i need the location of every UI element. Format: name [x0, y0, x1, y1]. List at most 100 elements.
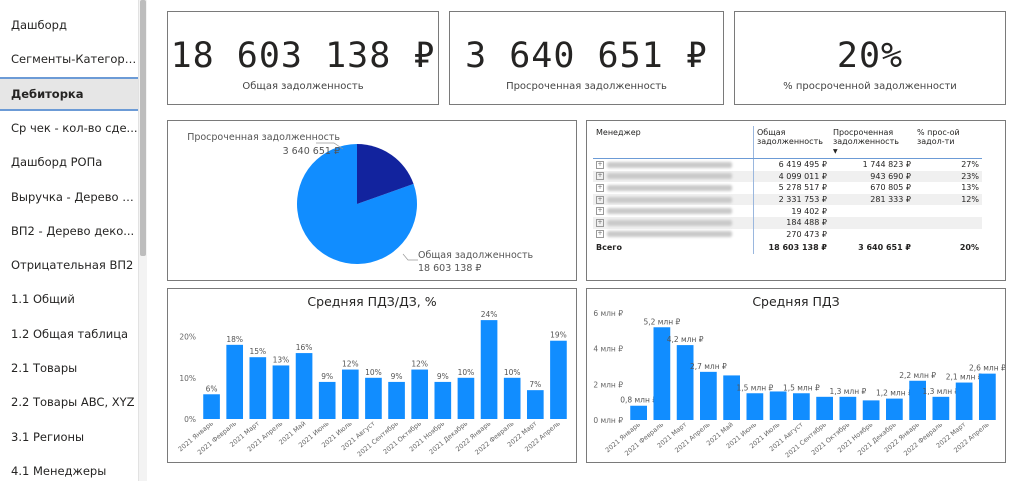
redacted-name	[607, 161, 732, 168]
col-header-manager[interactable]: Менеджер	[593, 126, 754, 159]
table-row[interactable]: +184 488 ₽	[593, 216, 982, 229]
bar[interactable]	[955, 382, 973, 420]
bar[interactable]	[457, 377, 475, 419]
bar-data-label: 9%	[391, 372, 403, 381]
redacted-name	[607, 208, 732, 215]
bar[interactable]	[839, 396, 857, 420]
bar[interactable]	[550, 340, 567, 419]
bar-chart-avg-pdz[interactable]: 0 млн ₽2 млн ₽4 млн ₽6 млн ₽0,8 млн ₽202…	[587, 289, 1005, 462]
expand-icon[interactable]: +	[596, 172, 604, 181]
table-row[interactable]: +4 099 011 ₽943 690 ₽23%	[593, 170, 982, 183]
bar-data-label: 12%	[342, 360, 359, 369]
overdue-debt-cell: 1 744 823 ₽	[862, 160, 911, 170]
bar[interactable]	[203, 394, 220, 419]
y-tick-label: 0%	[184, 415, 196, 424]
bar-data-label: 2,1 млн ₽	[946, 373, 983, 382]
sidebar-item[interactable]: Дашборд	[11, 18, 67, 32]
bar[interactable]	[630, 405, 647, 420]
bar-data-label: 7%	[529, 380, 541, 389]
sidebar-item[interactable]: Дебиторка	[0, 76, 138, 111]
y-tick-label: 20%	[179, 333, 196, 342]
bar[interactable]	[526, 390, 544, 419]
sidebar-scrollbar[interactable]	[138, 0, 147, 481]
bar[interactable]	[318, 381, 336, 419]
bar[interactable]	[272, 365, 290, 419]
col-header-overdue-debt[interactable]: Просроченная задолженность ▼	[830, 126, 914, 159]
total-debt-sum-cell: 18 603 138 ₽	[768, 242, 827, 252]
manager-name-cell: +	[593, 193, 754, 206]
bar[interactable]	[226, 344, 244, 419]
table-row[interactable]: +6 419 495 ₽ 1 744 823 ₽ 27%	[593, 158, 982, 171]
bar[interactable]	[700, 371, 717, 420]
bar-data-label: 5,2 млн ₽	[643, 317, 680, 326]
expand-icon[interactable]: +	[596, 230, 604, 239]
table-row[interactable]: +270 473 ₽	[593, 228, 982, 241]
bar-data-label: 2,2 млн ₽	[899, 371, 936, 380]
bar[interactable]	[676, 345, 694, 420]
chart-title-avg-pdz: Средняя ПДЗ	[752, 294, 840, 309]
sidebar-item[interactable]: ВП2 - Дерево деко...	[11, 223, 135, 238]
bar[interactable]	[723, 375, 740, 420]
sidebar-item[interactable]: Сегменты-Категории	[11, 52, 138, 67]
expand-icon[interactable]: +	[596, 183, 604, 192]
bar[interactable]	[932, 396, 950, 420]
bar[interactable]	[249, 357, 267, 419]
bar[interactable]	[480, 320, 498, 419]
col-header-overdue-percent[interactable]: % прос-ой задол-ти	[914, 126, 982, 159]
sidebar-item[interactable]: 2.2 Товары ABC, XYZ	[11, 395, 135, 410]
sidebar-item[interactable]: 1.2 Общая таблица	[11, 326, 129, 341]
bar[interactable]	[434, 381, 452, 419]
manager-name-cell: +	[593, 170, 754, 183]
bar[interactable]	[341, 369, 359, 419]
expand-icon[interactable]: +	[596, 218, 604, 227]
manager-name-cell: +	[593, 228, 754, 241]
bar[interactable]	[503, 377, 521, 419]
bar[interactable]	[295, 353, 313, 419]
sidebar-item[interactable]: Ср чек - кол-во сде...	[11, 120, 138, 135]
bar[interactable]	[653, 327, 671, 420]
total-debt-cell: 19 402 ₽	[791, 206, 827, 216]
bar-data-label: 10%	[458, 368, 475, 377]
sidebar-item[interactable]: 1.1 Общий	[11, 292, 75, 307]
table-total-row: Всего 18 603 138 ₽ 3 640 651 ₽ 20%	[593, 240, 982, 255]
bar[interactable]	[909, 380, 926, 420]
bar[interactable]	[746, 393, 764, 420]
overdue-percent-sum-cell: 20%	[959, 242, 979, 252]
col-header-total-debt[interactable]: Общая задолженность	[753, 126, 830, 159]
bar[interactable]	[365, 377, 382, 419]
pie-total-value: 18 603 138 ₽	[418, 263, 481, 274]
sidebar-item[interactable]: 2.1 Товары	[11, 361, 78, 375]
overdue-debt-cell	[830, 216, 914, 229]
kpi-total-debt-label: Общая задолженность	[242, 81, 364, 92]
expand-icon[interactable]: +	[596, 160, 604, 169]
expand-icon[interactable]: +	[596, 195, 604, 204]
table-row[interactable]: +5 278 517 ₽ 670 805 ₽ 13%	[593, 182, 982, 194]
bar[interactable]	[886, 398, 903, 420]
sidebar-item[interactable]: 4.1 Менеджеры	[11, 463, 107, 478]
bar[interactable]	[793, 393, 810, 420]
sidebar-item[interactable]: Дашборд РОПа	[11, 155, 103, 170]
bar[interactable]	[816, 396, 833, 420]
kpi-overdue-percent-label: % просроченной задолженности	[783, 81, 957, 92]
bar[interactable]	[979, 373, 996, 420]
sidebar-item[interactable]: Выручка - Дерево д...	[11, 189, 138, 204]
bar[interactable]	[411, 369, 429, 419]
overdue-debt-cell: 670 805 ₽	[870, 183, 911, 193]
y-tick-label: 2 млн ₽	[593, 380, 623, 389]
sidebar-item[interactable]: 3.1 Регионы	[11, 429, 85, 444]
bar-data-label: 16%	[296, 343, 313, 352]
table-row[interactable]: +19 402 ₽	[593, 205, 982, 217]
pie-chart[interactable]: Просроченная задолженность 3 640 651 ₽ О…	[168, 121, 576, 280]
bar-data-label: 13%	[273, 355, 290, 364]
scrollbar-thumb[interactable]	[140, 0, 146, 256]
sidebar-item[interactable]: Отрицательная ВП2	[11, 258, 134, 273]
bar[interactable]	[862, 400, 880, 420]
table-row[interactable]: +2 331 753 ₽281 333 ₽12%	[593, 193, 982, 206]
pie-slice-overdue[interactable]	[357, 144, 414, 204]
bar-data-label: 24%	[481, 310, 498, 319]
expand-icon[interactable]: +	[596, 207, 604, 216]
bar[interactable]	[388, 381, 405, 419]
kpi-card-total-debt: 18 603 138 ₽ Общая задолженность	[167, 11, 439, 105]
bar[interactable]	[769, 391, 787, 420]
